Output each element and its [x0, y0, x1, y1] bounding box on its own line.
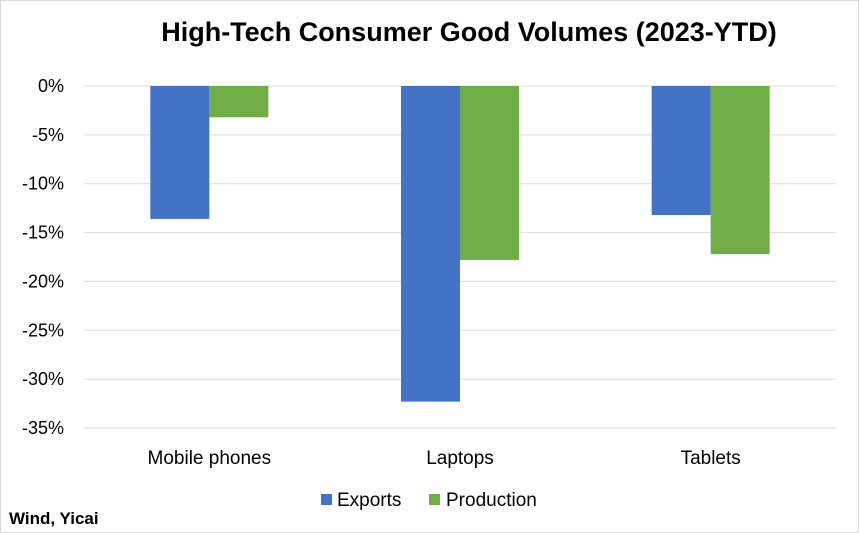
- source-note: Wind, Yicai: [9, 509, 99, 528]
- y-tick-label: -5%: [32, 125, 64, 145]
- legend-label-exports: Exports: [337, 490, 401, 511]
- bar-production-laptops: [460, 86, 519, 260]
- x-category-label: Mobile phones: [148, 448, 272, 469]
- legend-label-production: Production: [446, 490, 537, 511]
- legend-swatch-exports: [321, 494, 332, 505]
- bar-exports-laptops: [401, 86, 460, 402]
- y-tick-label: 0%: [38, 76, 64, 96]
- legend: Exports Production: [321, 490, 537, 511]
- y-tick-label: -15%: [22, 223, 64, 243]
- legend-swatch-production: [429, 494, 440, 505]
- y-tick-label: -30%: [22, 369, 64, 389]
- bar-production-tablets: [710, 86, 770, 255]
- y-tick-label: -25%: [22, 320, 64, 340]
- bar-exports-mobile-phones: [150, 86, 210, 219]
- bars: [150, 86, 770, 402]
- bar-exports-tablets: [651, 86, 711, 215]
- bar-production-mobile-phones: [209, 86, 269, 118]
- x-category-label: Laptops: [426, 448, 494, 469]
- y-axis-tick-labels: 0% -5% -10% -15% -20% -25% -30% -35%: [22, 76, 64, 438]
- y-tick-label: -10%: [22, 174, 64, 194]
- x-category-label: Tablets: [681, 448, 741, 469]
- chart-title: High-Tech Consumer Good Volumes (2023-YT…: [161, 17, 777, 47]
- y-tick-label: -20%: [22, 271, 64, 291]
- y-tick-label: -35%: [22, 418, 64, 438]
- x-axis-category-labels: Mobile phones Laptops Tablets: [148, 448, 741, 469]
